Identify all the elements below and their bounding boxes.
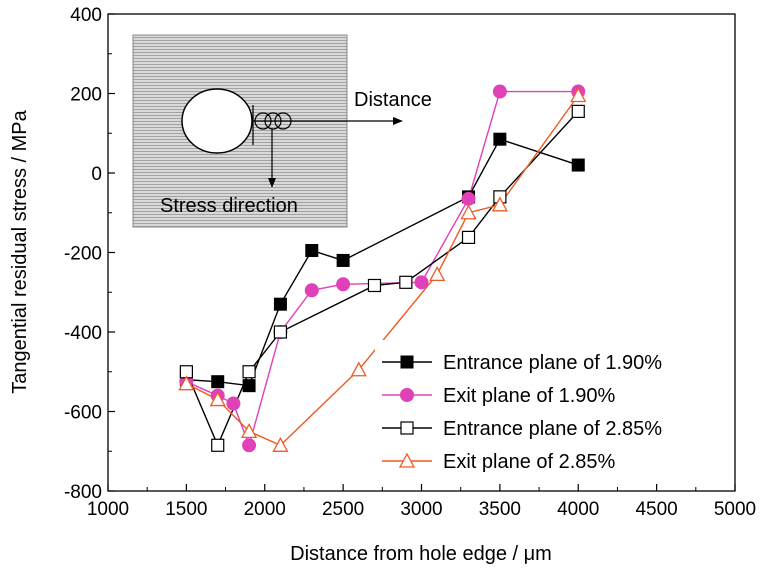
legend-items: Entrance plane of 1.90% Exit plane of 1.9… bbox=[382, 352, 662, 473]
data-point-series-2 bbox=[414, 275, 429, 290]
data-point-series-2 bbox=[226, 396, 241, 411]
legend-label-1: Entrance plane of 1.90% bbox=[443, 352, 662, 374]
data-point-series-1 bbox=[336, 253, 350, 267]
series-markers bbox=[178, 84, 587, 453]
y-tick-label: 0 bbox=[91, 164, 102, 185]
inset-distance-label: Distance bbox=[354, 89, 432, 111]
legend: Entrance plane of 1.90% Exit plane of 1.9… bbox=[375, 340, 723, 477]
x-tick-label: 5000 bbox=[714, 499, 756, 520]
inset-distance-arrowhead bbox=[393, 117, 403, 125]
inset-stress-label: Stress direction bbox=[160, 195, 298, 217]
inset-hole bbox=[181, 88, 253, 154]
data-point-series-2 bbox=[304, 283, 319, 298]
y-tick-label: -400 bbox=[64, 323, 102, 344]
data-point-series-4 bbox=[570, 87, 587, 103]
y-tick-label: 400 bbox=[70, 5, 102, 26]
x-tick-label: 1000 bbox=[87, 499, 129, 520]
data-point-series-1 bbox=[242, 379, 256, 393]
y-tick-label: -200 bbox=[64, 244, 102, 265]
data-point-series-3 bbox=[399, 275, 413, 289]
x-axis-title: Distance from hole edge / μm bbox=[290, 543, 552, 565]
legend-label-4: Exit plane of 2.85% bbox=[443, 451, 616, 473]
x-tick-label: 4500 bbox=[635, 499, 677, 520]
data-point-series-4 bbox=[240, 423, 258, 439]
legend-marker-1 bbox=[400, 355, 414, 369]
y-tick-label: -800 bbox=[64, 482, 102, 503]
y-axis-title: Tangential residual stress / MPa bbox=[9, 109, 31, 393]
data-point-series-3 bbox=[211, 438, 225, 452]
legend-marker-2 bbox=[400, 388, 414, 402]
data-point-series-1 bbox=[493, 132, 507, 146]
inset-stress-arrowhead bbox=[268, 178, 276, 188]
data-point-series-3 bbox=[273, 325, 288, 339]
data-point-series-3 bbox=[367, 278, 382, 293]
data-point-series-3 bbox=[242, 365, 256, 379]
legend-marker-3 bbox=[400, 421, 414, 435]
x-tick-label: 3500 bbox=[479, 499, 521, 520]
data-point-series-3 bbox=[571, 104, 585, 118]
data-point-series-1 bbox=[273, 297, 287, 311]
data-point-series-1 bbox=[571, 158, 585, 172]
data-point-series-4 bbox=[209, 391, 226, 407]
data-point-series-2 bbox=[492, 84, 507, 99]
axis-ticks bbox=[107, 13, 736, 492]
data-point-series-4 bbox=[491, 196, 508, 212]
y-tick-label: -600 bbox=[64, 403, 102, 424]
tick-labels: 1000 1500 2000 2500 3000 3500 4000 4500 5000-800… bbox=[64, 5, 756, 520]
data-point-series-4 bbox=[272, 436, 289, 452]
y-tick-label: 200 bbox=[70, 85, 102, 106]
data-point-series-1 bbox=[211, 375, 225, 389]
data-point-series-4 bbox=[350, 361, 367, 377]
x-tick-label: 2000 bbox=[244, 499, 286, 520]
legend-label-2: Exit plane of 1.90% bbox=[443, 385, 616, 407]
x-tick-label: 3000 bbox=[400, 499, 442, 520]
data-point-series-4 bbox=[429, 265, 446, 282]
x-tick-label: 4000 bbox=[557, 499, 599, 520]
legend-frame bbox=[375, 340, 723, 477]
data-point-series-2 bbox=[336, 277, 351, 292]
x-tick-label: 1500 bbox=[165, 499, 207, 520]
inset-schematic: Distance Stress direction bbox=[132, 34, 432, 228]
data-point-series-4 bbox=[460, 204, 477, 220]
x-tick-label: 2500 bbox=[322, 499, 364, 520]
data-point-series-4 bbox=[178, 375, 195, 391]
data-point-series-3 bbox=[461, 230, 476, 244]
legend-marker-4 bbox=[398, 452, 416, 468]
legend-label-3: Entrance plane of 2.85% bbox=[443, 418, 662, 440]
data-point-series-1 bbox=[305, 244, 319, 258]
data-point-series-2 bbox=[242, 438, 257, 453]
data-point-series-2 bbox=[461, 191, 476, 206]
